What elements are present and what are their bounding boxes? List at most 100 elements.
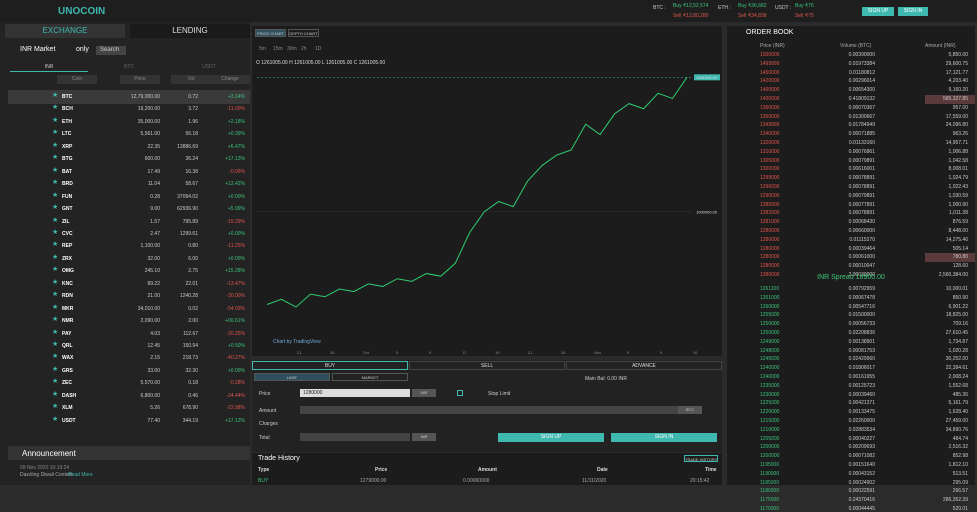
order-volume: 0.00151640 (848, 462, 875, 468)
star-icon: ★ (52, 166, 59, 174)
order-price: 1185000 (760, 479, 780, 486)
history-cell: 1279000.00 (360, 478, 387, 484)
news-text: Dazzling Diwali Contest (20, 472, 73, 478)
interval[interactable]: 2h (301, 46, 307, 52)
tab[interactable]: EXCHANGE (5, 24, 125, 38)
form-tab[interactable]: SELL (409, 361, 565, 370)
order-amount: 10,000.01 (945, 286, 968, 292)
signup-button[interactable]: SIGN UP (862, 7, 894, 16)
order-amount: 1,024.79 (948, 175, 968, 182)
interval[interactable]: 30m (287, 46, 297, 52)
order-volume: 0.00024902 (848, 479, 875, 486)
interval[interactable]: 1D (315, 46, 322, 52)
subtab[interactable]: BTC (124, 64, 134, 70)
coin-price: 6,800.00 (140, 392, 160, 399)
order-volume: 0.00133475 (848, 409, 875, 416)
subtab[interactable]: USDT (202, 64, 216, 70)
orderbook-column: Volume (BTC) (840, 43, 872, 49)
coin-change: -0.28% (229, 380, 245, 387)
coin-volume: 0.18 (188, 380, 198, 387)
coin-volume: 0.46 (188, 392, 198, 399)
stop-checkbox[interactable] (457, 390, 463, 396)
order-amount: 14,275.46 (945, 236, 968, 243)
order-price: 1200000 (760, 444, 780, 451)
order-volume: 0.00660000 (848, 228, 875, 234)
order-price: 1205000 (760, 435, 780, 442)
coin-volume: 3.72 (188, 106, 198, 113)
tab[interactable]: LENDING (130, 24, 250, 38)
coin-name: XRP (62, 143, 73, 150)
order-volume: 0.00040227 (848, 435, 875, 442)
order-price: 1285000 (760, 201, 780, 208)
announcement-title: Announcement (22, 449, 76, 458)
chart-panel (252, 26, 722, 356)
history-column: Type (258, 467, 270, 473)
order-type[interactable]: LIMIT (254, 373, 330, 381)
coin-price: 0.28 (150, 193, 160, 200)
order-volume: 0.00081753 (848, 347, 875, 354)
order-volume: 0.00296014 (848, 78, 875, 85)
coin-volume: 1240.28 (179, 293, 198, 300)
interval[interactable]: 15m (273, 46, 283, 52)
order-amount: 485.36 (952, 391, 968, 398)
star-icon: ★ (52, 179, 59, 187)
chart-tab[interactable]: DEPTH CHART (288, 29, 319, 37)
news-link[interactable]: Read More (68, 472, 93, 478)
coin-change: +0.00% (227, 193, 245, 200)
coin-name: BRD (62, 181, 73, 188)
coin-change: +2.18% (227, 118, 245, 125)
x-tick-label: 26 (330, 350, 335, 355)
order-amount: 27,459.00 (945, 418, 968, 424)
coin-change: -22.98% (226, 405, 245, 412)
order-volume: 0.00010047 (848, 263, 875, 270)
star-icon: ★ (52, 353, 59, 361)
signin-button[interactable]: SIGN IN (898, 7, 928, 16)
order-volume: 2.00030000 (848, 272, 875, 278)
coin-price: 5,561.00 (140, 131, 160, 138)
orderbook-column: Price (INR) (760, 43, 785, 49)
order-amount: 2,516.32 (948, 444, 968, 451)
x-tick-label: 9 (429, 350, 432, 355)
coin-name: ETH (62, 118, 72, 125)
order-price: 1400000 (760, 87, 780, 94)
order-amount: 30,252.00 (945, 356, 968, 363)
search[interactable]: Search (96, 46, 126, 55)
coin-change: +0.50% (227, 343, 245, 349)
form-tab[interactable]: ADVANCE (566, 361, 722, 370)
sell-price: ₹75 (805, 13, 814, 19)
sell-price: ₹34,838 (748, 13, 767, 19)
order-price: 1250000 (760, 321, 780, 328)
order-amount: 14,957.71 (945, 140, 968, 146)
subtab[interactable]: INR (10, 63, 88, 72)
order-amount: 850.90 (952, 294, 968, 301)
order-price: 1400000 (760, 96, 780, 102)
coin-price: 2.47 (150, 230, 160, 237)
signin-button[interactable]: SIGN IN (611, 433, 717, 442)
coin-name: WAX (62, 355, 74, 362)
order-price: 1280000 (760, 263, 780, 270)
form-tab[interactable]: BUY (252, 361, 408, 370)
only-toggle[interactable]: only (76, 46, 89, 53)
order-amount: 1,000.90 (948, 201, 968, 208)
orderbook-column: Amount (INR) (925, 43, 956, 49)
coin-price: 4.03 (150, 330, 160, 337)
history-column: Amount (478, 467, 497, 473)
interval[interactable]: 5m (259, 46, 266, 52)
signup-button[interactable]: SIGN UP (498, 433, 604, 442)
coin-volume: 32.30 (185, 367, 198, 374)
amount-input[interactable] (300, 406, 678, 414)
price-input[interactable]: 1280000 (300, 389, 410, 397)
coin-name: RDN (62, 293, 73, 300)
order-volume: 0.00421371 (848, 400, 875, 407)
chart-tab[interactable]: PRICE CHART (255, 29, 286, 37)
order-volume: 0.01784949 (848, 122, 875, 129)
order-type[interactable]: MARKET (332, 373, 408, 381)
history-button[interactable]: TRADE HISTORY (684, 455, 718, 462)
order-price: 1249000 (760, 338, 780, 345)
order-amount: 1,734.87 (948, 338, 968, 345)
history-column: Price (375, 467, 388, 473)
order-price: 1215000 (760, 418, 780, 424)
coin-change: +0.00% (227, 255, 245, 262)
order-amount: 5,850.00 (948, 52, 968, 58)
x-tick-label: 21 (297, 350, 302, 355)
